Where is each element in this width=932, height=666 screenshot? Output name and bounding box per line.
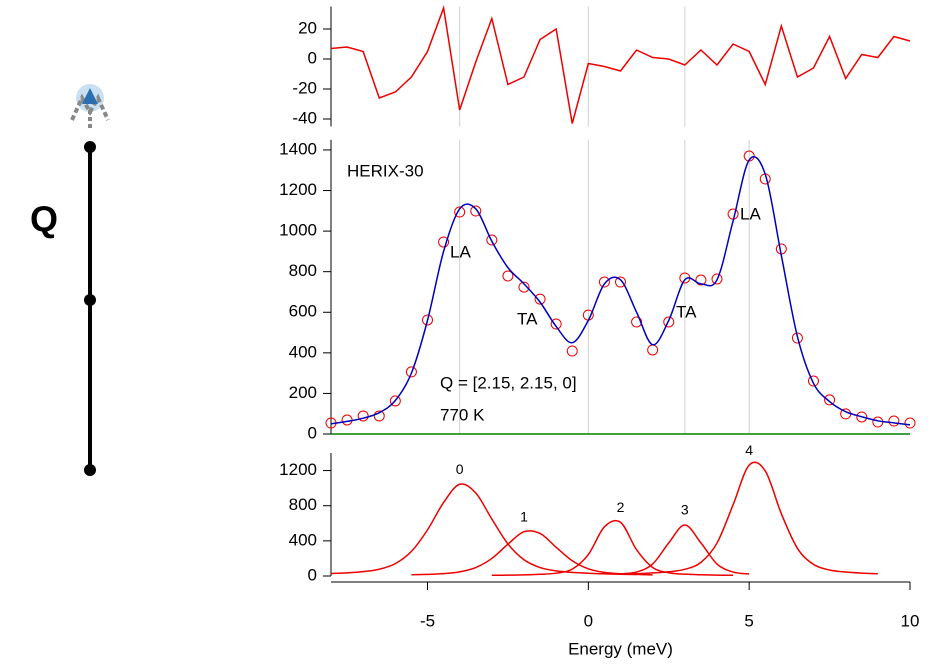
data-point [422,314,433,326]
series-line [330,5,911,124]
q-node [84,464,96,476]
data-point [598,276,610,288]
data-point [824,394,836,406]
y-tick-label: -40 [292,108,317,127]
series-line [491,519,734,577]
data-point [534,293,546,305]
y-tick-label: 1400 [279,139,317,158]
y-tick-label: 1000 [279,221,317,240]
data-point [357,410,369,422]
series-line [411,530,653,576]
annotation: LA [740,204,761,223]
y-tick-label: 1200 [279,180,317,199]
y-tick-label: 0 [308,48,317,67]
data-point [695,274,707,286]
q-node [84,294,96,306]
data-point [389,395,401,407]
data-point [663,316,675,328]
data-point [727,208,739,220]
data-point [438,236,450,248]
x-tick-label: -5 [420,611,435,630]
x-tick-label: 10 [901,611,920,630]
data-point [405,366,417,378]
annotation: 770 K [440,405,485,424]
side-label: Q [30,199,58,240]
y-tick-label: 0 [308,565,317,584]
q-arrow [82,88,98,104]
data-point [808,375,819,387]
data-point [791,332,803,344]
x-tick-label: 5 [744,611,753,630]
y-tick-label: -20 [292,78,317,97]
x-tick-label: 0 [584,611,593,630]
y-tick-label: 800 [289,261,317,280]
y-tick-label: 600 [289,302,317,321]
series-line [620,461,878,575]
data-point [615,276,626,288]
data-point [904,417,916,429]
data-point [888,415,900,427]
peak-label: 4 [745,442,753,458]
peak-label: 2 [617,499,625,515]
y-tick-label: 400 [289,342,317,361]
annotation: Q = [2.15, 2.15, 0] [440,373,577,392]
x-axis-label: Energy (meV) [568,639,673,658]
q-node [84,141,96,153]
peak-label: 3 [681,502,689,518]
annotation: HERIX-30 [347,161,424,180]
series-line [330,483,637,576]
y-tick-label: 0 [308,423,317,442]
y-tick-label: 200 [289,383,317,402]
annotation: TA [517,309,538,328]
y-tick-label: 400 [289,530,317,549]
data-point [711,273,723,285]
annotation: TA [676,302,697,321]
data-point [454,206,466,218]
y-tick-label: 1200 [279,460,317,479]
y-tick-label: 20 [298,18,317,37]
data-point [647,344,659,356]
data-point [470,205,482,217]
data-point [856,411,868,423]
series-line [330,156,911,426]
data-point [518,281,530,293]
data-point [631,316,643,328]
series-line [620,524,750,575]
peak-label: 0 [456,461,464,477]
annotation: LA [450,242,471,261]
peak-label: 1 [520,508,528,524]
data-point [373,410,385,422]
y-tick-label: 800 [289,495,317,514]
data-point [566,345,578,357]
data-point [550,318,562,330]
q-diagram: Q [30,84,110,476]
data-point [486,234,498,246]
data-point [341,414,353,426]
data-point [502,270,514,282]
